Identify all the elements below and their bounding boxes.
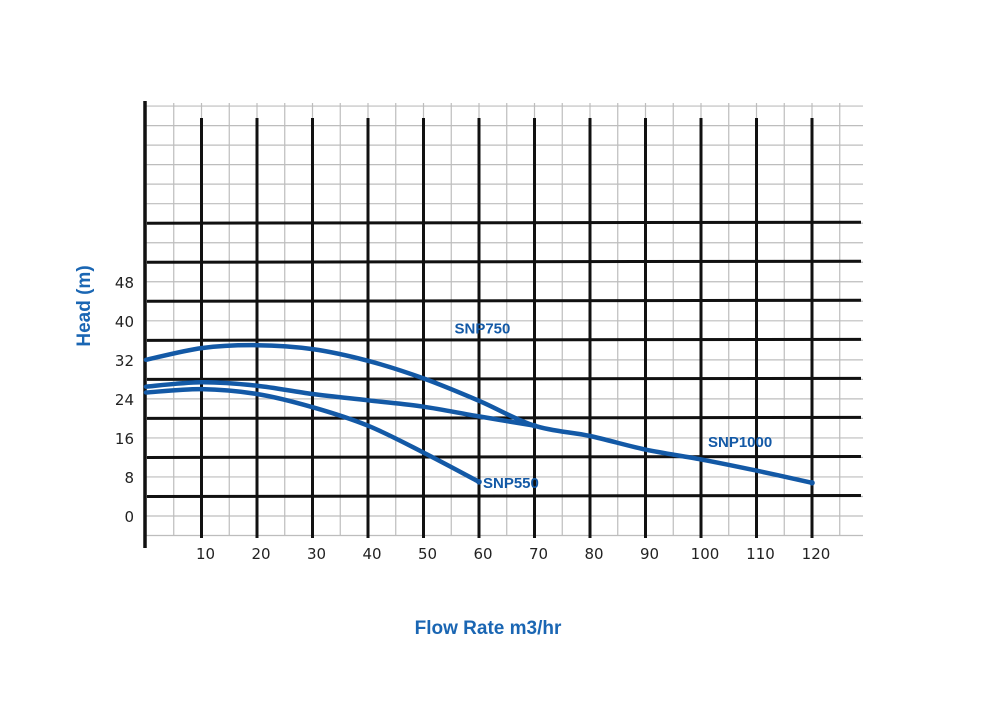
x-tick-label: 50	[418, 545, 437, 563]
major-gridline-h	[146, 259, 862, 264]
y-tick-label: 24	[115, 391, 134, 409]
y-tick-label: 32	[115, 352, 134, 370]
x-tick-label: 80	[584, 545, 603, 563]
series-label-snp550: SNP550	[483, 475, 539, 492]
major-gridline-h	[146, 493, 862, 498]
major-gridline-h	[146, 298, 862, 303]
y-tick-label: 40	[115, 313, 134, 331]
series-line-snp1000	[143, 342, 815, 486]
x-tick-label: 90	[640, 545, 659, 563]
x-tick-label: 60	[473, 545, 492, 563]
x-tick-label: 40	[362, 545, 381, 563]
major-gridline-h	[146, 415, 862, 420]
series-label-snp750: SNP750	[455, 321, 511, 338]
x-axis-title: Flow Rate m3/hr	[415, 618, 562, 639]
x-tick-labels: 10 20 30 40 50 60 70 80 90 100 110 120	[196, 545, 830, 563]
x-tick-label: 20	[251, 545, 270, 563]
y-tick-label: 48	[115, 274, 134, 292]
series-line-snp750	[143, 380, 537, 428]
x-tick-label: 120	[802, 545, 831, 563]
series-line-snp550	[143, 386, 482, 485]
x-tick-label: 70	[529, 545, 548, 563]
x-tick-label: 110	[746, 545, 775, 563]
major-grid	[146, 118, 862, 538]
major-gridline-h	[146, 376, 862, 381]
y-axis-title: Head (m)	[74, 265, 95, 346]
y-tick-label: 16	[115, 430, 134, 448]
series-end-point-snp550	[476, 479, 482, 485]
x-tick-label: 30	[307, 545, 326, 563]
series-labels: SNP550 SNP750 SNP1000	[455, 321, 773, 492]
major-gridline-h	[146, 220, 862, 225]
series-label-snp1000: SNP1000	[708, 434, 772, 451]
x-tick-label: 100	[691, 545, 720, 563]
y-tick-labels: 0 8 16 24 32 40 48	[115, 274, 134, 526]
major-gridline-h	[146, 337, 862, 342]
series-lines	[143, 342, 815, 486]
x-tick-label: 10	[196, 545, 215, 563]
series-end-point-snp1000	[809, 480, 815, 486]
y-tick-label: 8	[124, 469, 134, 487]
major-gridline-h	[146, 454, 862, 459]
y-tick-label: 0	[124, 508, 134, 526]
